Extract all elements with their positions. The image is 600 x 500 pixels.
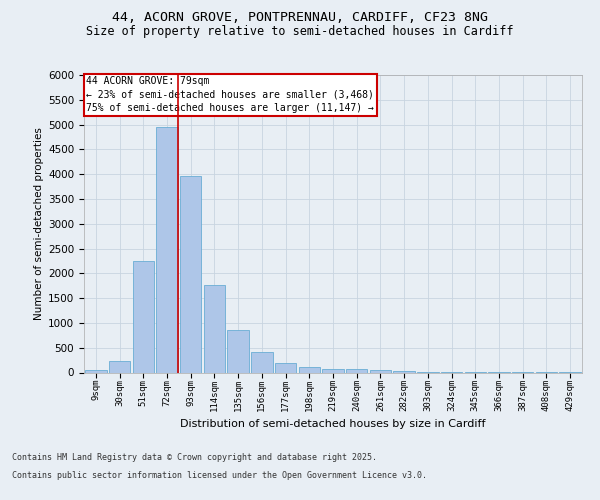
Bar [133, 261, 154, 372]
Text: Contains HM Land Registry data © Crown copyright and database right 2025.: Contains HM Land Registry data © Crown c… [12, 453, 377, 462]
Text: 44, ACORN GROVE, PONTPRENNAU, CARDIFF, CF23 8NG: 44, ACORN GROVE, PONTPRENNAU, CARDIFF, C… [112, 11, 488, 24]
Bar [346, 370, 367, 372]
Bar [322, 369, 344, 372]
Y-axis label: Number of semi-detached properties: Number of semi-detached properties [34, 128, 44, 320]
Bar [227, 330, 249, 372]
X-axis label: Distribution of semi-detached houses by size in Cardiff: Distribution of semi-detached houses by … [180, 420, 486, 430]
Bar [204, 285, 225, 372]
Bar [394, 370, 415, 372]
Bar [251, 352, 272, 372]
Text: 44 ACORN GROVE: 79sqm
← 23% of semi-detached houses are smaller (3,468)
75% of s: 44 ACORN GROVE: 79sqm ← 23% of semi-deta… [86, 76, 374, 113]
Bar [157, 127, 178, 372]
Bar [370, 370, 391, 372]
Bar [85, 370, 107, 372]
Bar [275, 363, 296, 372]
Bar [180, 176, 202, 372]
Bar [109, 361, 130, 372]
Bar [299, 368, 320, 372]
Text: Size of property relative to semi-detached houses in Cardiff: Size of property relative to semi-detach… [86, 24, 514, 38]
Text: Contains public sector information licensed under the Open Government Licence v3: Contains public sector information licen… [12, 472, 427, 480]
